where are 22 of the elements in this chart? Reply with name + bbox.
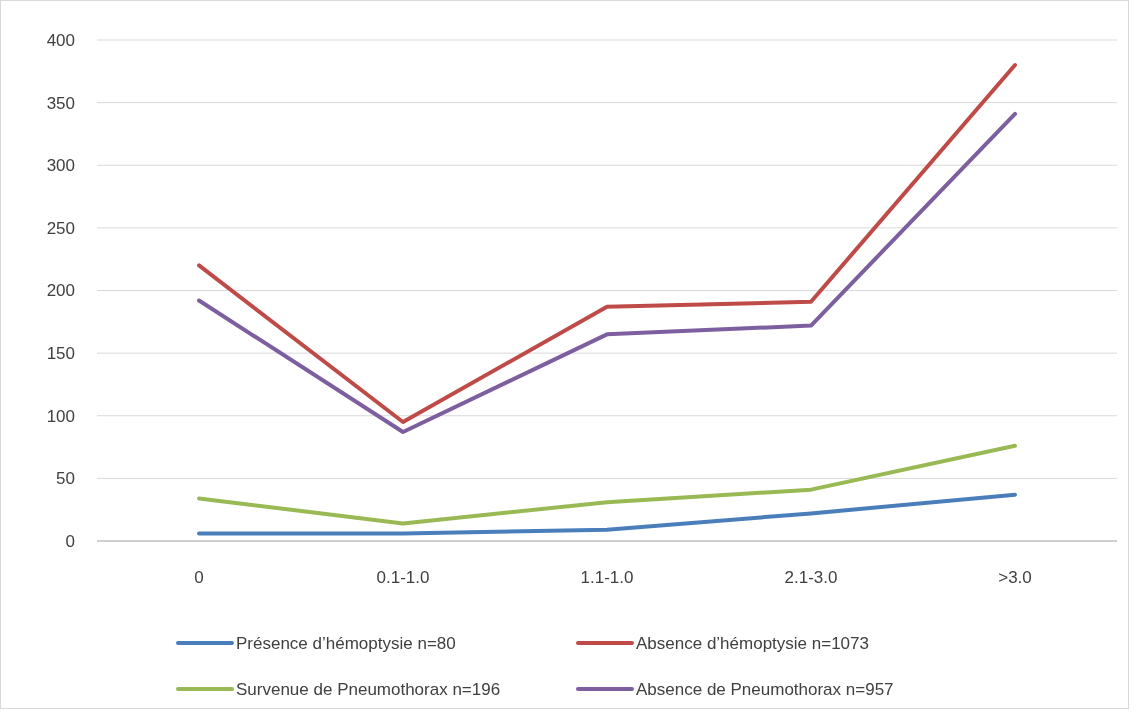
line-series <box>197 111 1017 435</box>
x-tick-label: 0.1-1.0 <box>376 568 430 587</box>
y-tick-label: 250 <box>46 218 75 238</box>
y-tick-label: 350 <box>46 93 75 113</box>
x-tick-label: >3.0 <box>998 568 1032 587</box>
x-tick-label: 1.1-1.0 <box>580 568 634 587</box>
legend-label: Survenue de Pneumothorax n=196 <box>236 679 501 699</box>
legend-label: Absence de Pneumothorax n=957 <box>636 679 894 699</box>
x-tick-label: 0 <box>194 568 204 587</box>
line-series <box>197 492 1017 536</box>
line-series <box>197 443 1017 526</box>
legend-label: Absence d’hémoptysie n=1073 <box>636 633 869 653</box>
legend-label: Présence d’hémoptysie n=80 <box>236 633 456 653</box>
y-tick-label: 400 <box>46 30 75 50</box>
x-tick-label: 2.1-3.0 <box>784 568 838 587</box>
y-tick-label: 300 <box>46 156 75 176</box>
y-tick-label: 150 <box>46 344 75 364</box>
line-series <box>197 63 1017 425</box>
y-tick-label: 200 <box>46 281 75 301</box>
y-tick-label: 50 <box>56 469 75 489</box>
y-tick-label: 100 <box>46 406 75 426</box>
y-tick-label: 0 <box>65 531 75 551</box>
